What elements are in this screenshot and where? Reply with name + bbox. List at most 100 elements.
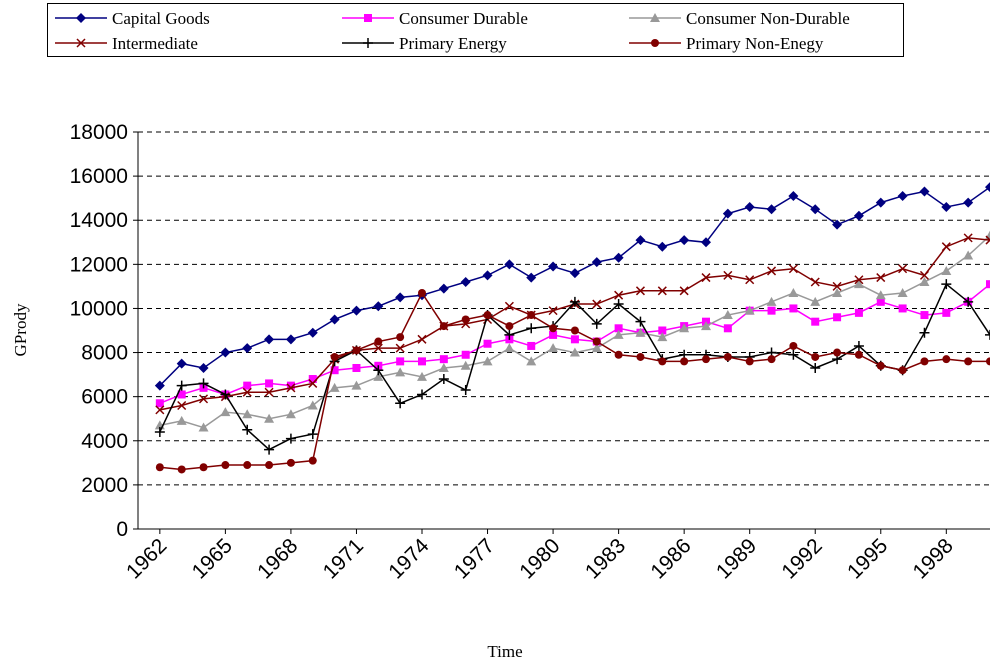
marker bbox=[548, 261, 559, 272]
marker bbox=[527, 341, 536, 350]
x-tick-label: 1983 bbox=[581, 534, 630, 583]
marker bbox=[286, 381, 295, 390]
marker bbox=[767, 306, 776, 315]
marker bbox=[919, 270, 929, 280]
marker bbox=[461, 315, 470, 324]
marker bbox=[833, 313, 842, 322]
marker bbox=[308, 378, 318, 388]
marker bbox=[701, 273, 711, 283]
y-tick-label: 2000 bbox=[81, 474, 128, 497]
marker bbox=[198, 378, 209, 389]
legend-label: Primary Non-Enegy bbox=[686, 34, 824, 53]
marker bbox=[635, 327, 646, 337]
marker bbox=[329, 314, 340, 325]
marker bbox=[395, 398, 406, 409]
marker bbox=[569, 347, 580, 357]
marker bbox=[570, 335, 579, 344]
marker bbox=[285, 334, 296, 345]
marker bbox=[788, 349, 799, 360]
marker bbox=[832, 281, 842, 291]
marker bbox=[438, 362, 449, 372]
marker bbox=[789, 304, 798, 313]
series-line bbox=[159, 291, 990, 471]
marker bbox=[395, 343, 405, 353]
marker bbox=[941, 279, 952, 290]
marker bbox=[526, 323, 537, 334]
marker bbox=[613, 252, 624, 263]
marker bbox=[460, 385, 471, 396]
marker bbox=[591, 257, 602, 268]
marker bbox=[810, 277, 820, 287]
marker bbox=[722, 310, 733, 320]
marker bbox=[723, 352, 732, 361]
marker bbox=[680, 357, 689, 366]
marker bbox=[504, 301, 514, 311]
marker bbox=[352, 363, 361, 372]
marker bbox=[374, 337, 383, 346]
marker bbox=[351, 380, 362, 390]
marker bbox=[373, 343, 383, 353]
legend: Capital Goods Consumer Durable Consumer No… bbox=[55, 9, 850, 53]
marker bbox=[898, 304, 907, 313]
marker bbox=[243, 461, 252, 470]
y-tick-label: 10000 bbox=[70, 297, 128, 320]
marker bbox=[635, 235, 646, 246]
y-axis-title: GPrody bbox=[11, 303, 30, 356]
marker bbox=[154, 380, 165, 391]
marker bbox=[199, 463, 208, 472]
marker bbox=[942, 355, 951, 364]
legend-box bbox=[47, 3, 904, 57]
marker bbox=[701, 237, 711, 248]
marker bbox=[396, 357, 405, 366]
marker bbox=[307, 429, 318, 440]
x-tick-label: 1986 bbox=[646, 534, 695, 583]
marker bbox=[177, 400, 187, 411]
legend-label: Consumer Non-Durable bbox=[686, 9, 850, 28]
marker bbox=[614, 290, 624, 300]
marker bbox=[723, 270, 733, 280]
marker bbox=[176, 380, 187, 391]
marker bbox=[351, 305, 362, 316]
marker bbox=[963, 250, 974, 260]
marker bbox=[307, 400, 318, 410]
y-tick-label: 8000 bbox=[81, 342, 128, 365]
x-tick-label: 1980 bbox=[515, 534, 564, 583]
marker bbox=[307, 327, 318, 338]
marker bbox=[177, 465, 186, 474]
marker bbox=[221, 461, 230, 470]
marker bbox=[853, 210, 864, 221]
marker bbox=[919, 276, 930, 286]
marker bbox=[483, 339, 492, 348]
marker bbox=[810, 296, 821, 306]
y-tick-label: 16000 bbox=[70, 165, 128, 188]
marker bbox=[767, 355, 776, 364]
marker bbox=[285, 433, 296, 444]
marker bbox=[264, 387, 274, 397]
marker bbox=[854, 308, 863, 317]
marker bbox=[789, 341, 798, 350]
marker bbox=[635, 316, 646, 327]
marker bbox=[963, 197, 974, 208]
marker bbox=[460, 276, 471, 287]
marker bbox=[788, 264, 798, 274]
y-tick-label: 4000 bbox=[81, 430, 128, 453]
marker bbox=[876, 297, 885, 306]
marker bbox=[833, 348, 842, 357]
marker bbox=[613, 299, 624, 310]
marker bbox=[417, 389, 427, 400]
marker bbox=[396, 333, 405, 342]
x-tick-label: 1974 bbox=[384, 534, 434, 584]
marker bbox=[242, 343, 253, 354]
marker bbox=[679, 323, 690, 333]
marker bbox=[657, 241, 668, 252]
marker bbox=[635, 286, 645, 296]
marker bbox=[897, 190, 908, 201]
marker bbox=[330, 366, 339, 375]
marker bbox=[854, 350, 863, 359]
marker bbox=[264, 413, 275, 423]
marker bbox=[679, 235, 690, 246]
marker bbox=[264, 444, 275, 455]
marker bbox=[985, 235, 990, 245]
marker bbox=[657, 332, 668, 342]
marker bbox=[766, 296, 777, 306]
